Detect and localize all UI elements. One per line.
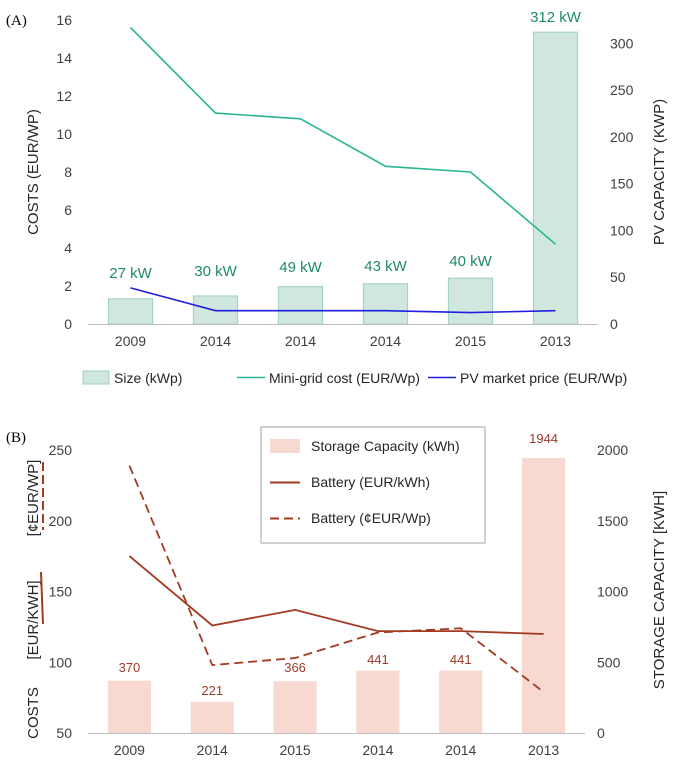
series-line-1 <box>128 465 545 693</box>
category-label-1: 2014 <box>200 333 231 349</box>
left-tick-label: 250 <box>49 442 73 458</box>
bar-data-label-4: 40 kW <box>449 253 492 270</box>
left-tick-label: 8 <box>64 164 72 180</box>
category-label-5: 2013 <box>540 333 571 349</box>
category-label-3: 2014 <box>362 742 393 758</box>
panel-b: (B) 50 100 150 200 250 0 500 1000 1500 2000 2009 201… <box>6 426 668 758</box>
left-tick-label: 12 <box>56 88 72 104</box>
bar-0 <box>107 298 154 325</box>
y-axis-left-title-part-2: [¢EUR/WP] <box>25 460 42 537</box>
bar-1 <box>190 701 234 733</box>
left-tick-label: 2 <box>64 278 72 294</box>
right-tick-label: 300 <box>610 35 634 51</box>
category-label-2: 2015 <box>280 742 311 758</box>
left-tick-label: 100 <box>49 654 73 670</box>
bar-data-label-4: 441 <box>450 652 472 667</box>
legend-swatch-bar <box>82 370 110 385</box>
bar-5 <box>532 31 579 325</box>
legend-label-line-1: Battery (¢EUR/Wp) <box>311 510 431 526</box>
right-tick-label: 0 <box>610 316 618 332</box>
legend-label-line-0: Mini-grid cost (EUR/Wp) <box>269 370 420 386</box>
bar-3 <box>362 283 409 325</box>
bar-data-label-2: 49 kW <box>279 259 322 276</box>
bar-3 <box>356 670 400 733</box>
bar-data-label-3: 441 <box>367 652 389 667</box>
right-tick-label: 1500 <box>597 513 628 529</box>
right-tick-label: 50 <box>610 269 626 285</box>
y-axis-left-title-part-1: [EUR/KWH] <box>25 580 42 659</box>
bar-data-label-3: 43 kW <box>364 258 407 275</box>
series-line-0 <box>129 27 557 245</box>
left-tick-label: 6 <box>64 202 72 218</box>
bar-data-label-0: 27 kW <box>109 265 152 282</box>
y-axis-right-title: STORAGE CAPACITY [KWH] <box>651 491 668 689</box>
left-tick-label: 14 <box>56 50 72 66</box>
right-tick-label: 0 <box>597 725 605 741</box>
bar-5 <box>522 457 566 733</box>
bar-data-label-5: 312 kW <box>530 9 582 26</box>
bar-4 <box>439 670 483 733</box>
bar-0 <box>107 680 151 733</box>
bar-data-label-0: 370 <box>119 660 141 675</box>
bar-data-label-2: 366 <box>284 660 306 675</box>
left-tick-label: 150 <box>49 584 73 600</box>
bar-2 <box>277 286 324 325</box>
series-line-0 <box>128 555 544 635</box>
legend-label-bar: Storage Capacity (kWh) <box>311 438 460 454</box>
legend: Size (kWp) Mini-grid cost (EUR/Wp) PV mark… <box>82 370 627 386</box>
legend-label-line-0: Battery (EUR/kWh) <box>311 474 430 490</box>
right-tick-label: 2000 <box>597 442 628 458</box>
panel-a: (A) 0 2 4 6 8 10 12 14 16 0 50 100 150 200 250 300 2009 20… <box>6 9 668 386</box>
left-tick-label: 200 <box>49 513 73 529</box>
left-tick-label: 50 <box>56 725 72 741</box>
bar-data-label-5: 1944 <box>529 431 558 446</box>
bar-4 <box>447 277 494 325</box>
category-label-5: 2013 <box>528 742 559 758</box>
left-tick-label: 10 <box>56 126 72 142</box>
bar-data-label-1: 30 kW <box>194 263 237 280</box>
series-line-1 <box>130 287 556 314</box>
legend-label-bar: Size (kWp) <box>114 370 182 386</box>
right-tick-label: 1000 <box>597 584 628 600</box>
right-tick-label: 100 <box>610 222 634 238</box>
y-axis-left-title: COSTS (EUR/WP) <box>25 109 42 235</box>
legend-swatch-bar <box>270 439 300 453</box>
category-label-2: 2014 <box>285 333 316 349</box>
left-tick-label: 0 <box>64 316 72 332</box>
category-label-0: 2009 <box>115 333 146 349</box>
category-label-4: 2014 <box>445 742 476 758</box>
category-label-4: 2015 <box>455 333 486 349</box>
category-label-0: 2009 <box>114 742 145 758</box>
right-tick-label: 200 <box>610 129 634 145</box>
panel-label: (A) <box>6 13 27 29</box>
category-label-3: 2014 <box>370 333 401 349</box>
left-tick-label: 16 <box>56 12 72 28</box>
right-tick-label: 150 <box>610 176 634 192</box>
bar-2 <box>273 681 317 733</box>
right-tick-label: 250 <box>610 82 634 98</box>
panel-label: (B) <box>6 430 26 446</box>
bar-data-label-1: 221 <box>201 683 223 698</box>
legend: Storage Capacity (kWh) Battery (EUR/kWh) B… <box>260 426 486 544</box>
right-tick-label: 500 <box>597 654 621 670</box>
y-axis-left-title-part-0: COSTS <box>25 687 42 739</box>
left-tick-label: 4 <box>64 240 72 256</box>
left-title-solid-marker <box>40 571 44 625</box>
category-label-1: 2014 <box>197 742 228 758</box>
legend-label-line-1: PV market price (EUR/Wp) <box>460 370 627 386</box>
y-axis-right-title: PV CAPACITY (KWP) <box>651 99 668 245</box>
